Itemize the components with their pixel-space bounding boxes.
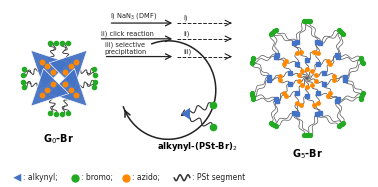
Text: : bromo;: : bromo; [81, 173, 113, 182]
Text: iii) selective
precipitation: iii) selective precipitation [105, 41, 147, 55]
Text: : alkynyl;: : alkynyl; [23, 173, 58, 182]
Polygon shape [31, 68, 69, 106]
Text: alkynyl-(PSt-Br)$_2$: alkynyl-(PSt-Br)$_2$ [157, 140, 237, 153]
Polygon shape [49, 50, 87, 88]
Text: iii): iii) [183, 48, 191, 55]
Text: i) NaN$_3$ (DMF): i) NaN$_3$ (DMF) [110, 11, 156, 21]
Polygon shape [13, 174, 21, 182]
Text: : PSt segment: : PSt segment [192, 173, 245, 182]
Text: : azido;: : azido; [132, 173, 160, 182]
Polygon shape [49, 68, 87, 106]
Polygon shape [31, 50, 69, 88]
Text: G$_5$-Br: G$_5$-Br [291, 147, 323, 161]
Text: i): i) [183, 15, 187, 21]
Text: ii): ii) [183, 30, 189, 37]
Text: G$_0$-Br: G$_0$-Br [43, 132, 74, 146]
Text: ii) click reaction: ii) click reaction [101, 30, 153, 37]
Polygon shape [181, 108, 190, 120]
